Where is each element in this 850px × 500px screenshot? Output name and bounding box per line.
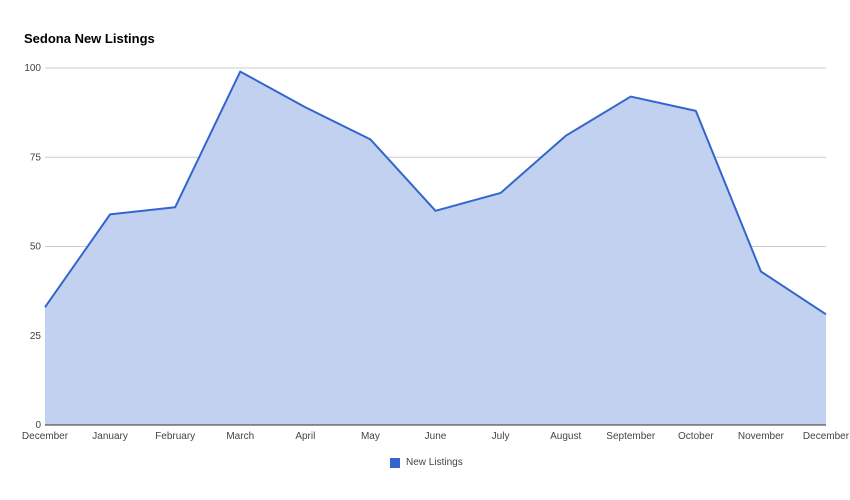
series-line-new-listings [44, 70, 827, 316]
chart-title: Sedona New Listings [24, 31, 155, 46]
y-tick-label-0: 0 [35, 420, 41, 431]
x-tick-label-6: June [425, 431, 447, 442]
y-tick-label-25: 25 [30, 331, 42, 342]
x-tick-label-12: December [803, 431, 850, 442]
y-tick-label-75: 75 [30, 152, 42, 163]
legend-label-new-listings: New Listings [406, 457, 463, 468]
area-series [44, 70, 827, 425]
x-tick-label-2: February [155, 431, 195, 442]
area-fill [45, 71, 826, 425]
x-tick-label-8: August [550, 431, 581, 442]
tick-labels: 0 25 50 75 100 December January February March Ap… [22, 63, 850, 442]
legend: New Listings [390, 457, 463, 468]
y-tick-label-50: 50 [30, 242, 42, 253]
x-tick-label-7: July [492, 431, 510, 442]
x-tick-label-11: November [738, 431, 785, 442]
x-tick-label-4: April [295, 431, 315, 442]
x-tick-label-3: March [226, 431, 254, 442]
y-tick-label-100: 100 [24, 63, 41, 74]
x-tick-label-0: December [22, 431, 69, 442]
x-tick-label-5: May [361, 431, 380, 442]
x-tick-label-10: October [678, 431, 714, 442]
x-tick-label-1: January [92, 431, 128, 442]
x-tick-label-9: September [606, 431, 656, 442]
legend-swatch-new-listings [390, 457, 400, 468]
